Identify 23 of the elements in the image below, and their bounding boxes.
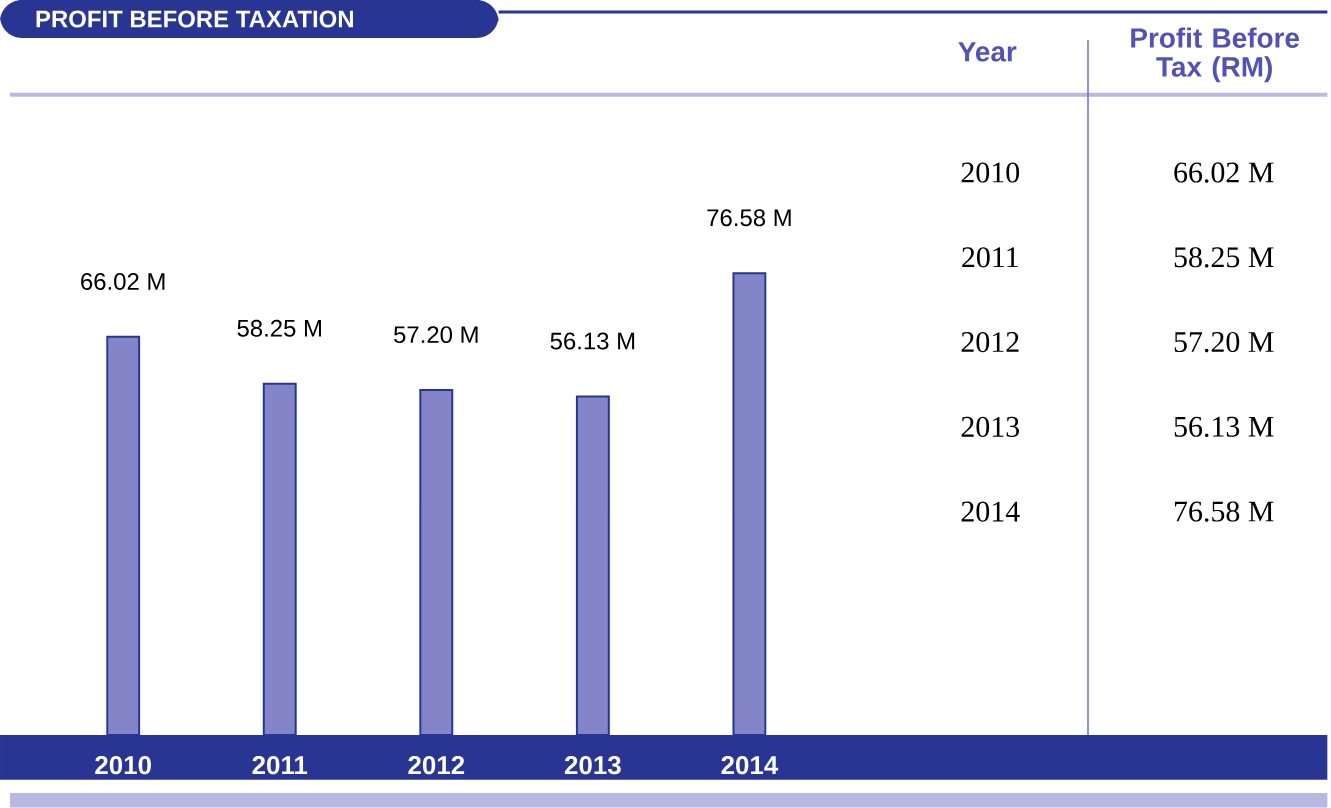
x-tick-label: 2014 xyxy=(721,756,779,775)
text: 56.13 M xyxy=(1174,416,1274,438)
x-tick-label: 2012 xyxy=(408,756,465,775)
data-label: 56.13 M xyxy=(550,332,635,350)
text: Profit Before Tax (RM) xyxy=(1131,27,1300,83)
text: 57.20 M xyxy=(1174,332,1274,353)
text: 66.02 M xyxy=(1174,162,1274,183)
category-label: 2014 xyxy=(961,501,1020,522)
text: 58.25 M xyxy=(1174,247,1274,268)
data-label: 66.02 M xyxy=(81,273,165,291)
x-tick-label: 2013 xyxy=(564,756,621,775)
text: Year xyxy=(958,42,1017,62)
category-label: 2011 xyxy=(962,247,1018,268)
x-tick-label: 2011 xyxy=(252,756,308,775)
data-label: 76.58 M xyxy=(707,209,791,227)
category-label: 2010 xyxy=(961,162,1020,183)
category-label: 2012 xyxy=(961,332,1019,353)
x-tick-label: 2010 xyxy=(95,756,151,775)
data-label: 57.20 M xyxy=(394,326,478,344)
text: 76.58 M xyxy=(1175,501,1274,522)
chart-title: PROFIT BEFORE TAXATION xyxy=(36,10,353,28)
data-label: 58.25 M xyxy=(237,319,321,337)
category-label: 2013 xyxy=(961,416,1020,438)
